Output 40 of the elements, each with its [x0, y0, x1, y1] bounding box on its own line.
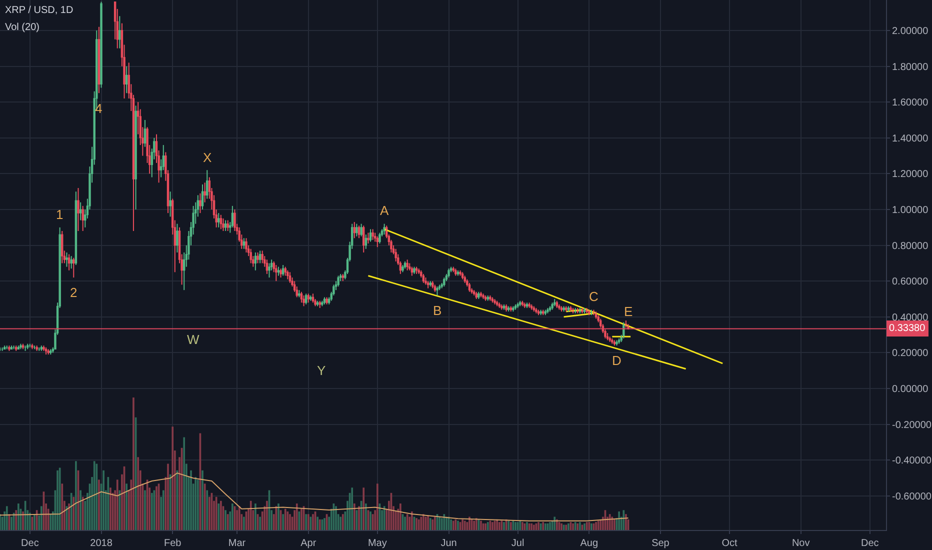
x-tick-label: 2018 [90, 538, 113, 549]
y-tick-label: 1.40000 [892, 133, 929, 144]
y-tick-label: 1.20000 [892, 169, 929, 180]
annotation: Y [317, 363, 326, 378]
annotation: 2 [70, 285, 78, 300]
y-tick-label: -0.60000 [892, 491, 932, 502]
x-tick-label: Oct [722, 538, 738, 549]
x-tick-label: Jun [440, 538, 457, 549]
x-tick-label: Feb [164, 538, 182, 549]
x-tick-label: May [368, 538, 387, 549]
chart-title: Vol (20) [5, 22, 40, 33]
x-tick-label: Sep [652, 538, 670, 549]
y-tick-label: 0.60000 [892, 276, 929, 288]
y-tick-label: 0.40000 [892, 312, 929, 324]
y-tick-label: -0.40000 [892, 456, 932, 467]
text: XRP / USD, 1D [5, 5, 74, 16]
y-tick-label: 2.00000 [892, 26, 929, 37]
y-tick-label: 1.00000 [892, 204, 929, 216]
y-tick-label: 0.20000 [892, 348, 929, 360]
y-tick-label: 1.80000 [892, 62, 929, 73]
annotation: E [624, 304, 633, 319]
annotation: 1 [56, 207, 64, 222]
y-tick-label: -0.20000 [892, 420, 932, 431]
annotation: A [380, 203, 389, 218]
x-tick-label: Nov [792, 538, 810, 549]
annotation: C [589, 289, 598, 304]
x-tick-label: Apr [300, 538, 317, 549]
x-tick-label: Mar [228, 538, 246, 549]
x-tick-label: Dec [860, 538, 879, 549]
annotation: X [203, 150, 212, 165]
ref-line-label: 0.33380 [889, 323, 926, 334]
annotation: D [612, 353, 622, 368]
x-tick-label: Aug [580, 538, 598, 549]
x-tick-label: Jul [511, 538, 524, 549]
annotation: W [187, 332, 200, 347]
y-tick-label: 1.60000 [892, 98, 929, 109]
y-tick-label: 0.00000 [892, 384, 929, 396]
annotation: B [433, 303, 442, 318]
y-tick-label: 0.80000 [892, 240, 929, 252]
x-tick-label: Dec [21, 538, 39, 549]
